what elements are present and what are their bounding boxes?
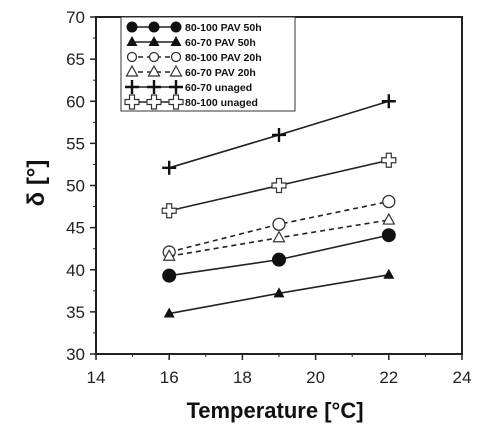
data-point	[382, 194, 396, 209]
legend-item: 80-100 unaged	[124, 94, 258, 110]
legend-marker	[146, 94, 162, 110]
y-tick-label: 45	[66, 219, 85, 238]
series-5	[161, 152, 397, 219]
legend-marker	[169, 80, 183, 94]
legend-marker	[126, 51, 138, 63]
legend: 80-100 PAV 50h 60-70 PAV 50h 80-100 PAV 20…	[120, 16, 296, 112]
y-tick-label: 35	[66, 303, 85, 322]
legend-marker	[126, 21, 138, 33]
y-axis-title: δ [°]	[23, 160, 50, 207]
legend-item: 60-70 PAV 20h	[125, 64, 256, 79]
legend-marker	[126, 36, 138, 46]
data-point	[161, 203, 177, 219]
data-point	[272, 127, 286, 142]
data-point	[381, 152, 397, 168]
x-tick-label: 20	[306, 368, 325, 387]
x-tick-label: 16	[160, 368, 179, 387]
legend-marker	[125, 80, 139, 94]
legend-marker	[168, 94, 184, 110]
legend-marker	[147, 64, 161, 77]
legend-label: 80-100 unaged	[185, 97, 258, 109]
series-3	[162, 212, 396, 261]
y-tick-label: 65	[66, 50, 85, 69]
legend-item: 80-100 PAV 20h	[126, 51, 262, 64]
legend-label: 60-70 unaged	[185, 82, 252, 94]
y-tick-label: 60	[66, 92, 85, 111]
legend-label: 60-70 PAV 50h	[185, 37, 256, 49]
legend-label: 80-100 PAV 50h	[185, 22, 262, 34]
data-point	[272, 217, 286, 231]
series-line	[169, 200, 389, 253]
y-tick-label: 30	[66, 345, 85, 364]
legend-box	[120, 16, 296, 112]
data-point	[162, 160, 177, 175]
x-tick-label: 18	[233, 368, 252, 387]
legend-label: 80-100 PAV 20h	[185, 52, 262, 64]
data-point	[381, 94, 396, 109]
legend-marker	[124, 94, 140, 110]
series-layer	[161, 94, 397, 318]
axes: 14 16 18 20 22 24 30 35 40 45 50 55 60 65 70	[66, 8, 471, 387]
legend-marker	[125, 64, 139, 77]
legend-label: 60-70 PAV 20h	[185, 67, 256, 79]
legend-marker	[170, 51, 182, 63]
y-tick-label: 55	[66, 134, 85, 153]
legend-marker	[169, 64, 183, 77]
data-point	[273, 287, 285, 298]
data-point	[162, 249, 176, 261]
series-0	[162, 228, 396, 283]
legend-marker	[148, 36, 160, 46]
x-tick-label: 14	[87, 368, 106, 387]
data-point	[381, 228, 396, 243]
legend-marker	[170, 36, 182, 46]
y-tick-label: 70	[66, 8, 85, 27]
data-point	[163, 307, 175, 318]
legend-marker	[148, 51, 160, 63]
legend-item: 60-70 unaged	[125, 80, 252, 94]
legend-item: 80-100 PAV 50h	[126, 21, 262, 34]
legend-marker	[148, 21, 160, 33]
data-point	[271, 177, 287, 194]
x-tick-label: 24	[453, 368, 472, 387]
x-tick-label: 22	[379, 368, 398, 387]
data-point	[272, 230, 286, 243]
series-1	[163, 268, 395, 318]
data-point	[272, 252, 286, 267]
series-4	[162, 94, 396, 175]
data-point	[162, 268, 177, 283]
data-point	[383, 268, 395, 279]
y-tick-label: 50	[66, 177, 85, 196]
y-tick-label: 40	[66, 261, 85, 280]
legend-marker	[147, 80, 161, 94]
x-axis-title: Temperature [°C]	[186, 398, 363, 423]
legend-item: 60-70 PAV 50h	[126, 36, 256, 49]
legend-marker	[170, 21, 182, 33]
data-point	[382, 212, 396, 225]
